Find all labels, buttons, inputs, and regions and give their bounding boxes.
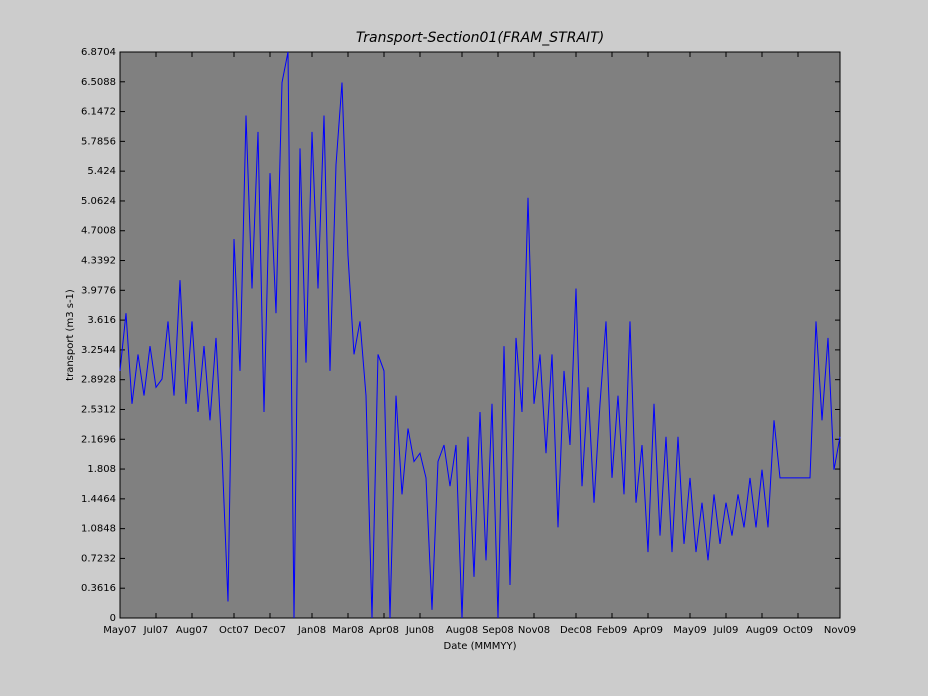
data-line — [119, 51, 841, 619]
x-tick-label: Aug07 — [176, 625, 208, 636]
x-axis-label: Date (MMMYY) — [444, 641, 517, 652]
y-tick-label: 3.9776 — [81, 285, 116, 296]
x-tick-label: Oct07 — [219, 625, 249, 636]
x-tick-label: Jul07 — [143, 625, 169, 636]
y-axis-label: transport (m3 s-1) — [65, 289, 76, 381]
y-tick-label: 2.8928 — [81, 375, 116, 386]
y-tick-label: 4.7008 — [81, 226, 116, 237]
y-tick-label: 6.5088 — [81, 77, 116, 88]
x-tick-label: Jun08 — [405, 625, 434, 636]
x-tick-label: Apr08 — [369, 625, 399, 636]
x-tick-label: Nov09 — [824, 625, 856, 636]
x-tick-label: Sep08 — [482, 625, 514, 636]
y-tick-label: 2.5312 — [81, 404, 116, 415]
x-tick-label: Oct09 — [783, 625, 813, 636]
x-tick-label: Mar08 — [332, 625, 364, 636]
y-tick-label: 4.3392 — [81, 256, 116, 267]
y-tick-label: 1.808 — [87, 464, 116, 475]
y-tick-label: 6.8704 — [81, 47, 116, 58]
x-tick-label: Dec07 — [254, 625, 286, 636]
x-tick-label: Apr09 — [633, 625, 663, 636]
y-tick-label: 0 — [110, 613, 116, 624]
y-tick-label: 5.424 — [87, 166, 116, 177]
y-tick-label: 3.616 — [87, 315, 116, 326]
y-tick-label: 0.3616 — [81, 583, 116, 594]
y-tick-label: 3.2544 — [81, 345, 116, 356]
x-tick-label: Jan08 — [297, 625, 326, 636]
y-tick-label: 2.1696 — [81, 434, 116, 445]
x-tick-label: Aug08 — [446, 625, 478, 636]
x-tick-label: Dec08 — [560, 625, 592, 636]
x-tick-label: May09 — [673, 625, 706, 636]
x-tick-label: May07 — [103, 625, 136, 636]
y-tick-label: 1.4464 — [81, 494, 116, 505]
y-tick-label: 5.0624 — [81, 196, 116, 207]
x-tick-label: Jul09 — [713, 625, 739, 636]
y-tick-label: 5.7856 — [81, 136, 116, 147]
y-tick-label: 6.1472 — [81, 107, 116, 118]
plot-area — [119, 51, 841, 619]
y-tick-label: 0.7232 — [81, 553, 116, 564]
chart-title: Transport-Section01(FRAM_STRAIT) — [356, 30, 604, 46]
y-tick-label: 1.0848 — [81, 524, 116, 535]
x-tick-label: Aug09 — [746, 625, 778, 636]
x-tick-label: Nov08 — [518, 625, 550, 636]
x-tick-label: Feb09 — [597, 625, 627, 636]
